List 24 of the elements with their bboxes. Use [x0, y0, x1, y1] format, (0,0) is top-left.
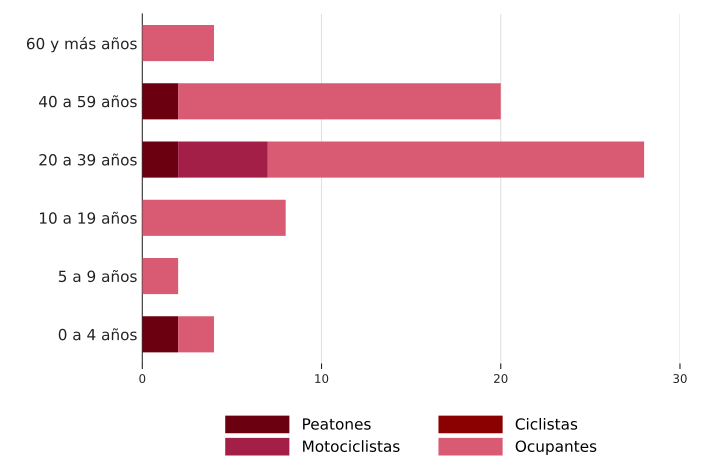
bar [142, 200, 286, 236]
bar [142, 141, 178, 178]
legend-label: Peatones [303, 418, 371, 430]
bar [178, 141, 268, 178]
bar [268, 141, 644, 178]
y-tick-label: 60 y más años [26, 36, 137, 52]
y-tick-label: 5 a 9 años [58, 270, 137, 282]
bar [142, 24, 214, 62]
bar [142, 83, 178, 120]
bar [178, 316, 214, 352]
y-tick-label: 40 a 59 años [39, 95, 137, 108]
y-tick-label: 10 a 19 años [40, 212, 137, 224]
y-tick-label: 0 a 4 años [58, 328, 137, 340]
bar [178, 83, 501, 120]
x-tick-label: 0 [139, 374, 146, 384]
bar [142, 316, 178, 352]
legend-label: Ciclistas [516, 418, 578, 430]
x-tick-label: 30 [673, 374, 687, 384]
x-tick-label: 20 [494, 374, 508, 384]
legend-label: Motociclistas [303, 440, 400, 452]
legend-label: Ocupantes [516, 440, 596, 455]
bar [142, 258, 178, 294]
y-tick-label: 20 a 39 años [39, 153, 137, 166]
x-tick-label: 10 [315, 374, 328, 384]
